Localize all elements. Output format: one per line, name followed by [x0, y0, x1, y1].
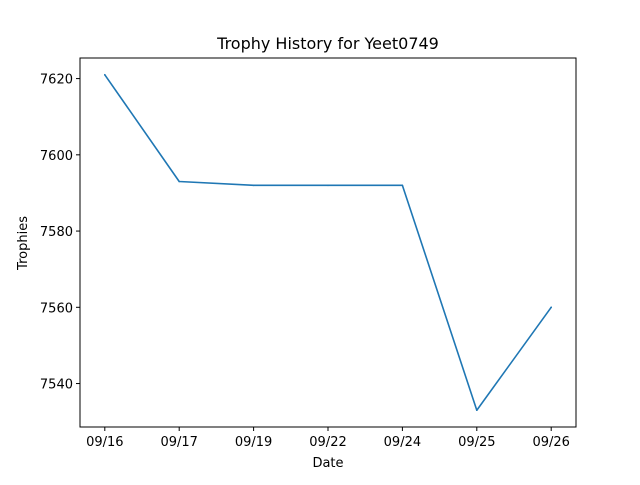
data-point	[178, 180, 180, 183]
x-axis-label: Date	[312, 456, 343, 471]
y-tick-label: 7620	[40, 73, 73, 88]
x-tick-label: 09/25	[458, 435, 495, 450]
data-point	[550, 306, 552, 309]
x-tick-label: 09/24	[384, 435, 421, 450]
x-tick-label: 09/22	[309, 435, 346, 450]
x-tick-label: 09/17	[160, 435, 197, 450]
data-point	[252, 184, 255, 187]
data-point	[104, 73, 106, 76]
y-tick-label: 7600	[40, 149, 73, 164]
data-point	[401, 184, 404, 187]
x-tick-label: 09/16	[86, 435, 123, 450]
data-point	[327, 184, 329, 187]
x-tick-label: 09/19	[235, 435, 272, 450]
plot-area: 09/16 09/17 09/19 09/22 09/24 09/25 09/26 7540 7…	[40, 57, 577, 450]
y-axis-label: Trophies	[16, 216, 31, 271]
y-tick-label: 7580	[40, 225, 73, 240]
y-tick-label: 7560	[40, 301, 73, 316]
y-tick-label: 7540	[40, 378, 73, 393]
chart-title: Trophy History for Yeet0749	[216, 34, 439, 53]
x-tick-label: 09/26	[532, 435, 569, 450]
data-point	[476, 409, 478, 412]
